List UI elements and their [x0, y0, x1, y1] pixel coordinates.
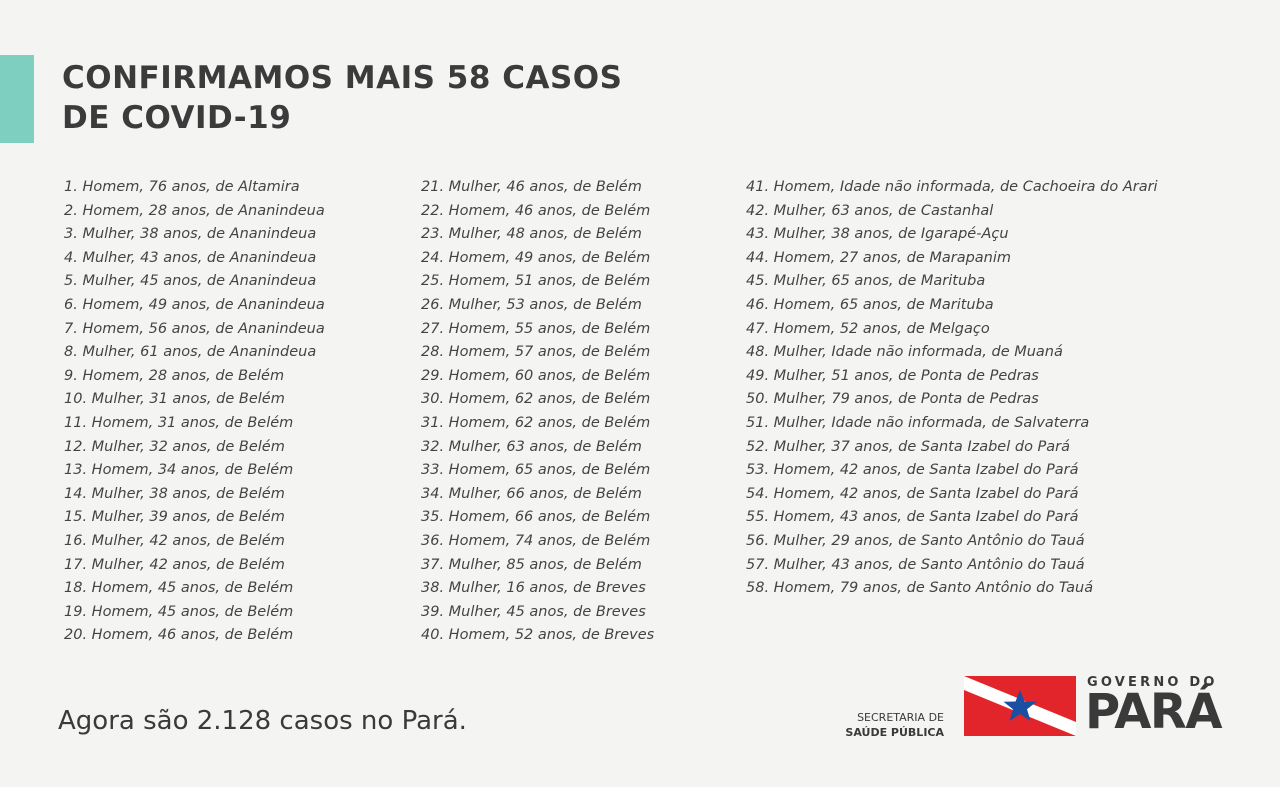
case-item: 25. Homem, 51 anos, de Belém	[421, 273, 651, 290]
case-item: 50. Mulher, 79 anos, de Ponta de Pedras	[746, 391, 1039, 408]
title-line-2: DE COVID-19	[62, 100, 292, 136]
case-item: 48. Mulher, Idade não informada, de Muan…	[746, 344, 1063, 361]
case-item: 26. Mulher, 53 anos, de Belém	[421, 296, 642, 313]
case-item: 36. Homem, 74 anos, de Belém	[421, 532, 651, 549]
case-item: 30. Homem, 62 anos, de Belém	[421, 391, 651, 408]
case-item: 7. Homem, 56 anos, de Ananindeua	[64, 320, 325, 337]
case-item: 34. Mulher, 66 anos, de Belém	[421, 485, 642, 502]
case-item: 10. Mulher, 31 anos, de Belém	[64, 391, 285, 408]
case-item: 32. Mulher, 63 anos, de Belém	[421, 438, 642, 455]
secretaria-label: SECRETARIA DE SAÚDE PÚBLICA	[828, 710, 944, 740]
total-cases-text: Agora são 2.128 casos no Pará.	[58, 706, 467, 736]
case-item: 2. Homem, 28 anos, de Ananindeua	[64, 202, 325, 219]
case-item: 37. Mulher, 85 anos, de Belém	[421, 556, 642, 573]
case-item: 12. Mulher, 32 anos, de Belém	[64, 438, 285, 455]
case-item: 24. Homem, 49 anos, de Belém	[421, 249, 651, 266]
case-item: 42. Mulher, 63 anos, de Castanhal	[746, 202, 994, 219]
case-item: 27. Homem, 55 anos, de Belém	[421, 320, 651, 337]
case-item: 13. Homem, 34 anos, de Belém	[64, 462, 294, 479]
case-item: 20. Homem, 46 anos, de Belém	[64, 627, 294, 644]
case-item: 39. Mulher, 45 anos, de Breves	[421, 603, 646, 620]
case-item: 56. Mulher, 29 anos, de Santo Antônio do…	[746, 532, 1085, 549]
case-item: 18. Homem, 45 anos, de Belém	[64, 580, 294, 597]
case-item: 16. Mulher, 42 anos, de Belém	[64, 532, 285, 549]
case-item: 46. Homem, 65 anos, de Marituba	[746, 296, 994, 313]
case-item: 22. Homem, 46 anos, de Belém	[421, 202, 651, 219]
para-flag-icon	[964, 676, 1076, 736]
case-item: 15. Mulher, 39 anos, de Belém	[64, 509, 285, 526]
accent-bar	[0, 55, 34, 143]
case-item: 43. Mulher, 38 anos, de Igarapé-Açu	[746, 226, 1009, 243]
case-item: 38. Mulher, 16 anos, de Breves	[421, 580, 646, 597]
case-item: 45. Mulher, 65 anos, de Marituba	[746, 273, 986, 290]
case-item: 54. Homem, 42 anos, de Santa Izabel do P…	[746, 485, 1079, 502]
governo-do-text: GOVERNO DO	[1087, 675, 1218, 690]
para-logo-text: PARÁ	[1085, 684, 1223, 740]
case-item: 23. Mulher, 48 anos, de Belém	[421, 226, 642, 243]
case-item: 51. Mulher, Idade não informada, de Salv…	[746, 414, 1090, 431]
case-item: 6. Homem, 49 anos, de Ananindeua	[64, 296, 325, 313]
case-item: 8. Mulher, 61 anos, de Ananindeua	[64, 344, 317, 361]
case-item: 49. Mulher, 51 anos, de Ponta de Pedras	[746, 367, 1039, 384]
case-item: 55. Homem, 43 anos, de Santa Izabel do P…	[746, 509, 1079, 526]
case-item: 17. Mulher, 42 anos, de Belém	[64, 556, 285, 573]
case-item: 44. Homem, 27 anos, de Marapanim	[746, 249, 1012, 266]
case-item: 21. Mulher, 46 anos, de Belém	[421, 179, 642, 195]
case-list-column-1: 1. Homem, 76 anos, de Altamira 2. Homem, …	[64, 176, 325, 648]
case-list-column-2: 21. Mulher, 46 anos, de Belém 22. Homem, …	[421, 176, 654, 648]
secretaria-line-1: SECRETARIA DE	[857, 711, 944, 724]
case-item: 47. Homem, 52 anos, de Melgaço	[746, 320, 990, 337]
case-item: 1. Homem, 76 anos, de Altamira	[64, 179, 300, 195]
case-item: 35. Homem, 66 anos, de Belém	[421, 509, 651, 526]
case-item: 4. Mulher, 43 anos, de Ananindeua	[64, 249, 317, 266]
case-item: 53. Homem, 42 anos, de Santa Izabel do P…	[746, 462, 1079, 479]
case-list-column-3: 41. Homem, Idade não informada, de Cacho…	[746, 176, 1158, 601]
case-item: 28. Homem, 57 anos, de Belém	[421, 344, 651, 361]
page-title: CONFIRMAMOS MAIS 58 CASOS DE COVID-19	[62, 58, 762, 138]
case-item: 57. Mulher, 43 anos, de Santo Antônio do…	[746, 556, 1085, 573]
case-item: 40. Homem, 52 anos, de Breves	[421, 627, 655, 644]
case-item: 3. Mulher, 38 anos, de Ananindeua	[64, 226, 317, 243]
case-item: 58. Homem, 79 anos, de Santo Antônio do …	[746, 580, 1094, 597]
case-item: 14. Mulher, 38 anos, de Belém	[64, 485, 285, 502]
case-item: 9. Homem, 28 anos, de Belém	[64, 367, 285, 384]
case-item: 5. Mulher, 45 anos, de Ananindeua	[64, 273, 317, 290]
case-item: 41. Homem, Idade não informada, de Cacho…	[746, 179, 1158, 195]
case-item: 31. Homem, 62 anos, de Belém	[421, 414, 651, 431]
case-item: 29. Homem, 60 anos, de Belém	[421, 367, 651, 384]
case-item: 33. Homem, 65 anos, de Belém	[421, 462, 651, 479]
case-item: 19. Homem, 45 anos, de Belém	[64, 603, 294, 620]
case-item: 52. Mulher, 37 anos, de Santa Izabel do …	[746, 438, 1071, 455]
title-line-1: CONFIRMAMOS MAIS 58 CASOS	[62, 60, 623, 96]
secretaria-line-2: SAÚDE PÚBLICA	[845, 726, 944, 739]
case-item: 11. Homem, 31 anos, de Belém	[64, 414, 294, 431]
